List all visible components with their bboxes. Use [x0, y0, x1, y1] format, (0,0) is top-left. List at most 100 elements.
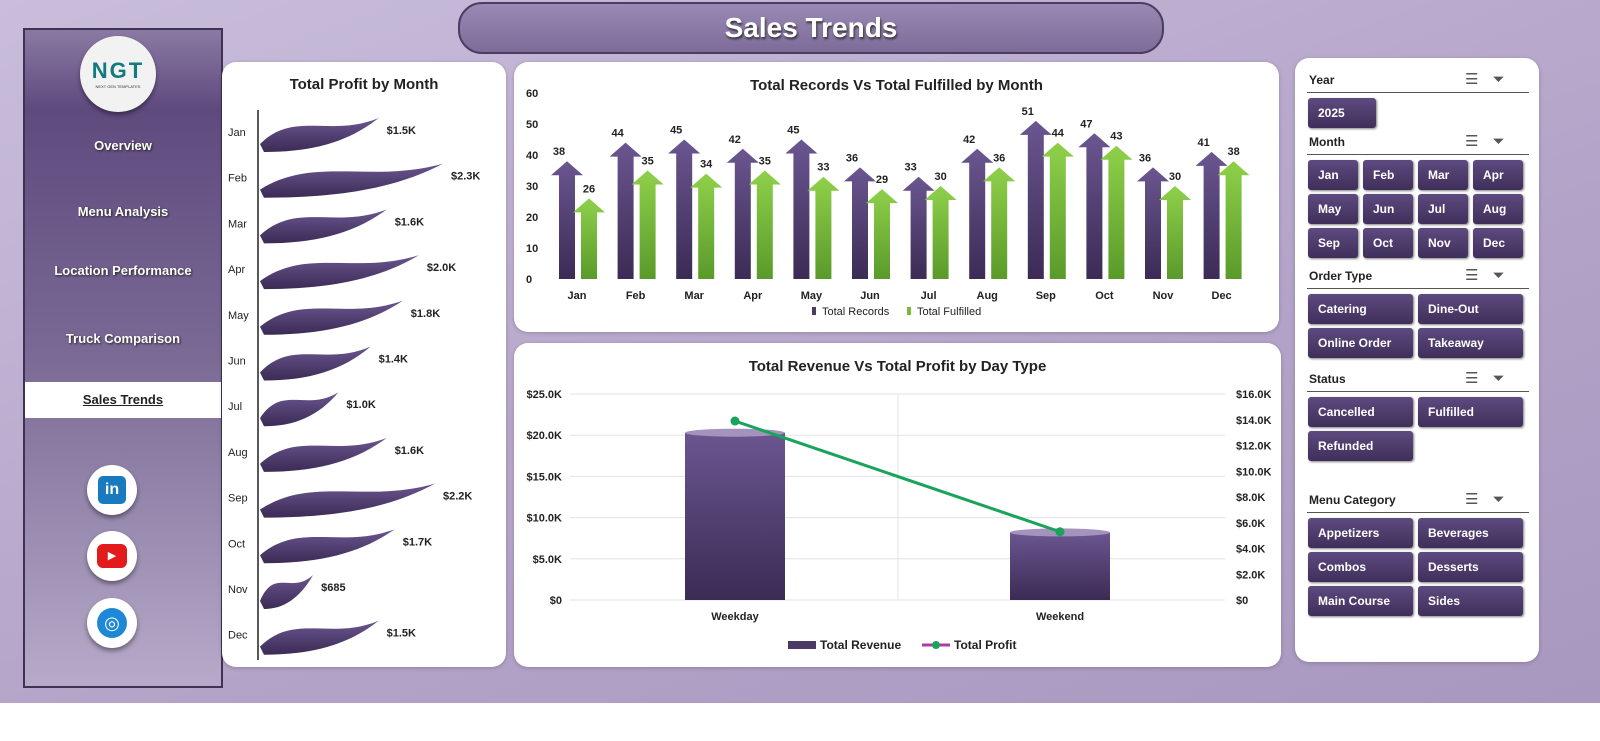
data-label: $685 — [321, 582, 345, 594]
profit-point — [730, 416, 740, 426]
y-tick-label: 10 — [526, 243, 538, 255]
slicer-item-order-type[interactable]: Online Order — [1308, 328, 1413, 358]
data-label: 44 — [611, 128, 624, 140]
slicer-item-month[interactable]: Jul — [1418, 194, 1468, 224]
data-label: 29 — [876, 174, 888, 186]
y-tick-label: 0 — [526, 274, 532, 286]
y-tick-label: 20 — [526, 212, 538, 224]
x-tick-label: Sep — [1036, 290, 1056, 302]
profit-bar — [260, 255, 419, 290]
clear-filter-icon[interactable]: ⏷ — [1492, 133, 1519, 150]
multi-select-icon[interactable]: ☰ — [1465, 133, 1493, 150]
slicer-item-order-type[interactable]: Catering — [1308, 294, 1413, 324]
y-tick-label: $25.0K — [527, 389, 563, 401]
slicer-item-menu-category[interactable]: Desserts — [1418, 552, 1523, 582]
clear-filter-icon[interactable]: ⏷ — [1492, 370, 1519, 387]
data-label: 36 — [846, 152, 858, 164]
slicer-item-status[interactable]: Refunded — [1308, 431, 1413, 461]
multi-select-icon[interactable]: ☰ — [1465, 491, 1493, 508]
slicer-item-month[interactable]: Sep — [1308, 228, 1358, 258]
records-arrow-bar — [1137, 167, 1169, 279]
slicer-item-status[interactable]: Fulfilled — [1418, 397, 1523, 427]
slicer-item-month[interactable]: Oct — [1363, 228, 1413, 258]
data-label: 41 — [1197, 137, 1209, 149]
month-tick-label: Jun — [228, 356, 246, 368]
month-tick-label: Mar — [228, 218, 247, 230]
website-button[interactable]: ◎ — [87, 598, 137, 648]
slicer-item-menu-category[interactable]: Beverages — [1418, 518, 1523, 548]
month-tick-label: Nov — [228, 584, 248, 596]
fulfilled-arrow-bar — [748, 170, 781, 279]
profit-line — [734, 419, 1061, 534]
divider — [1307, 92, 1529, 93]
x-tick-label: Jan — [568, 290, 587, 302]
profit-bar — [260, 346, 371, 381]
fulfilled-arrow-bar — [1041, 142, 1074, 279]
month-tick-label: Apr — [228, 264, 245, 276]
slicer-item-menu-category[interactable]: Combos — [1308, 552, 1413, 582]
records-arrow-bar — [1019, 120, 1052, 280]
records-arrow-bar — [609, 142, 642, 279]
linkedin-icon: in — [98, 476, 126, 504]
profit-bar — [260, 483, 435, 518]
slicer-item-menu-category[interactable]: Appetizers — [1308, 518, 1413, 548]
data-label: $1.5K — [387, 628, 416, 640]
profit-bar — [260, 392, 339, 427]
records-vs-fulfilled-chart: 0 10 20 30 40 50 60 38 26 Jan 44 35 Feb 45 34 Mar 42 35 Ap… — [526, 88, 1250, 318]
slicer-item-month[interactable]: Jan — [1308, 160, 1358, 190]
data-label: 30 — [934, 171, 946, 183]
month-tick-label: Jul — [228, 401, 242, 413]
slicer-item-month[interactable]: Nov — [1418, 228, 1468, 258]
multi-select-icon[interactable]: ☰ — [1465, 370, 1493, 387]
y2-tick-label: $2.0K — [1236, 569, 1265, 581]
legend-marker-profit — [932, 641, 940, 649]
slicer-item-status[interactable]: Cancelled — [1308, 397, 1413, 427]
y2-tick-label: $4.0K — [1236, 544, 1265, 556]
slicer-item-menu-category[interactable]: Sides — [1418, 586, 1523, 616]
slicer-item-order-type[interactable]: Dine-Out — [1418, 294, 1523, 324]
slicer-item-month[interactable]: Jun — [1363, 194, 1413, 224]
slicer-item-month[interactable]: Dec — [1473, 228, 1523, 258]
slicer-item-month[interactable]: May — [1308, 194, 1358, 224]
nav-location-performance[interactable]: Location Performance — [54, 263, 192, 278]
data-label: $2.0K — [427, 262, 456, 274]
data-label: $1.6K — [395, 216, 424, 228]
month-tick-label: Jan — [228, 127, 246, 139]
nav-sales-trends[interactable]: Sales Trends — [25, 382, 221, 418]
legend-label: Total Revenue — [820, 638, 901, 652]
slicer-item-month[interactable]: Aug — [1473, 194, 1523, 224]
nav-menu-analysis[interactable]: Menu Analysis — [77, 204, 169, 219]
data-label: 33 — [904, 162, 916, 174]
youtube-button[interactable]: ▶ — [87, 531, 137, 581]
y-tick-label: 40 — [526, 150, 538, 162]
slicer-item-month[interactable]: Feb — [1363, 160, 1413, 190]
clear-filter-icon[interactable]: ⏷ — [1492, 491, 1519, 508]
youtube-icon: ▶ — [97, 544, 127, 568]
slicer-status-label: Status — [1309, 372, 1346, 386]
profit-bar — [260, 300, 403, 335]
y-tick-label: 30 — [526, 181, 538, 193]
slicer-item-month[interactable]: Apr — [1473, 160, 1523, 190]
clear-filter-icon[interactable]: ⏷ — [1492, 71, 1519, 88]
clear-filter-icon[interactable]: ⏷ — [1492, 267, 1519, 284]
data-label: 34 — [700, 159, 713, 171]
nav-truck-comparison[interactable]: Truck Comparison — [65, 331, 181, 346]
slicer-item-order-type[interactable]: Takeaway — [1418, 328, 1523, 358]
multi-select-icon[interactable]: ☰ — [1465, 71, 1493, 88]
data-label: 47 — [1080, 118, 1092, 130]
y2-tick-label: $0 — [1236, 595, 1248, 607]
profit-bar — [260, 529, 395, 564]
y-tick-label: $10.0K — [527, 513, 563, 525]
slicer-item-year[interactable]: 2025 — [1308, 98, 1376, 128]
fulfilled-arrow-bar — [866, 189, 898, 279]
data-label: 35 — [759, 156, 771, 168]
data-label: $2.2K — [443, 491, 472, 503]
linkedin-button[interactable]: in — [87, 465, 137, 515]
nav-overview[interactable]: Overview — [94, 138, 152, 153]
data-label: 26 — [583, 183, 595, 195]
data-label: $1.4K — [379, 354, 408, 366]
month-tick-label: Oct — [228, 538, 245, 550]
multi-select-icon[interactable]: ☰ — [1465, 267, 1493, 284]
slicer-item-menu-category[interactable]: Main Course — [1308, 586, 1413, 616]
slicer-item-month[interactable]: Mar — [1418, 160, 1468, 190]
